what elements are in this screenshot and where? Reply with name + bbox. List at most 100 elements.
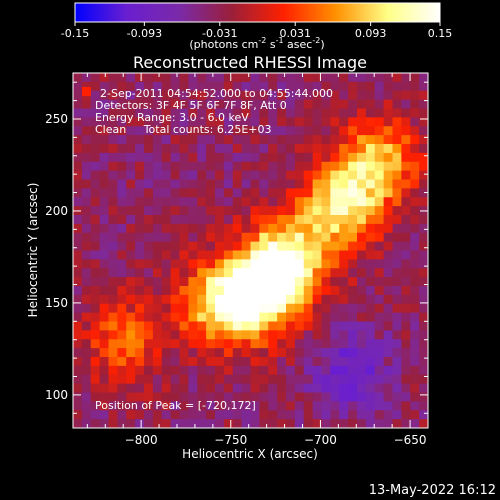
heatmap-cell <box>277 374 287 385</box>
heatmap-cell <box>294 161 305 172</box>
heatmap-cell <box>303 392 314 402</box>
heatmap-cell <box>250 99 260 110</box>
info-line-clean: Clean Total counts: 6.25E+03 <box>95 123 272 136</box>
heatmap-cell <box>135 152 145 163</box>
heatmap-cell <box>374 419 385 428</box>
heatmap-cell <box>126 170 136 181</box>
heatmap-cell <box>365 339 376 349</box>
heatmap-cell <box>277 321 287 331</box>
heatmap-cell <box>206 223 216 234</box>
heatmap-cell <box>374 170 385 181</box>
heatmap-cell <box>303 108 314 118</box>
heatmap-cell <box>365 188 376 198</box>
heatmap-cell <box>365 259 376 269</box>
heatmap-cell <box>277 126 287 136</box>
heatmap-cell <box>81 410 92 420</box>
heatmap-cell <box>241 268 252 278</box>
heatmap-cell <box>117 135 127 145</box>
heatmap-cell <box>348 348 358 358</box>
heatmap-cell <box>330 108 340 118</box>
heatmap-cell <box>197 81 207 92</box>
heatmap-cell <box>232 259 243 269</box>
heatmap-cell <box>277 330 287 340</box>
heatmap-cell <box>126 259 136 269</box>
heatmap-cell <box>268 321 278 331</box>
heatmap-cell <box>188 232 198 243</box>
heatmap-cell <box>268 152 278 163</box>
heatmap-cell <box>419 321 428 331</box>
heatmap-cell <box>152 374 163 385</box>
heatmap-cell <box>392 410 402 420</box>
heatmap-cell <box>179 330 189 340</box>
heatmap-cell <box>286 179 296 189</box>
heatmap-cell <box>419 152 428 163</box>
heatmap-cell <box>401 206 411 216</box>
heatmap-cell <box>374 321 385 331</box>
heatmap-cell <box>135 303 145 314</box>
heatmap-cell <box>383 179 394 189</box>
heatmap-cell <box>259 277 269 287</box>
heatmap-cell <box>197 179 207 189</box>
heatmap-cell <box>401 170 411 181</box>
heatmap-cell <box>357 410 367 420</box>
heatmap-cell <box>99 170 110 181</box>
heatmap-cell <box>286 410 296 420</box>
heatmap-cell <box>312 277 323 287</box>
heatmap-cell <box>232 99 243 110</box>
heatmap-cell <box>348 241 358 252</box>
heatmap-cell <box>206 286 216 296</box>
heatmap-cell <box>90 303 101 314</box>
heatmap-cell <box>374 286 385 296</box>
heatmap-cell <box>161 90 172 101</box>
heatmap-cell <box>206 374 216 385</box>
heatmap-cell <box>126 374 136 385</box>
heatmap-cell <box>108 401 118 411</box>
heatmap-cell <box>321 357 331 367</box>
heatmap-cell <box>90 161 101 172</box>
heatmap-cell <box>223 73 234 83</box>
heatmap-cell <box>419 330 428 340</box>
heatmap-cell <box>223 348 234 358</box>
heatmap-cell <box>81 374 92 385</box>
heatmap-cell <box>232 241 243 252</box>
heatmap-cell <box>117 357 127 367</box>
heatmap-cell <box>250 321 260 331</box>
heatmap-cell <box>410 303 420 314</box>
heatmap-cell <box>144 330 154 340</box>
heatmap-cell <box>365 99 376 110</box>
heatmap-cell <box>277 365 287 376</box>
heatmap-cell <box>161 232 172 243</box>
heatmap-cell <box>401 339 411 349</box>
heatmap-cell <box>277 197 287 207</box>
heatmap-cell <box>250 330 260 340</box>
heatmap-cell <box>126 365 136 376</box>
heatmap-cell <box>303 135 314 145</box>
heatmap-cell <box>99 197 110 207</box>
heatmap-cell <box>135 259 145 269</box>
heatmap-cell <box>294 410 305 420</box>
heatmap-cell <box>303 117 314 127</box>
heatmap-cell <box>161 401 172 411</box>
heatmap-cell <box>215 241 225 252</box>
heatmap-cell <box>357 374 367 385</box>
heatmap-cell <box>312 268 323 278</box>
heatmap-cell <box>419 268 428 278</box>
heatmap-cell <box>419 241 428 252</box>
heatmap-cell <box>197 321 207 331</box>
heatmap-cell <box>144 374 154 385</box>
heatmap-cell <box>197 419 207 428</box>
heatmap-cell <box>277 215 287 225</box>
heatmap-cell <box>179 277 189 287</box>
heatmap-cell <box>286 401 296 411</box>
heatmap-cell <box>268 312 278 323</box>
heatmap-cell <box>330 303 340 314</box>
heatmap-cell <box>99 268 110 278</box>
heatmap-cell <box>277 135 287 145</box>
heatmap-cell <box>374 259 385 269</box>
heatmap-cell <box>250 277 260 287</box>
heatmap-cell <box>330 90 340 101</box>
heatmap-cell <box>152 73 163 83</box>
heatmap-cell <box>170 223 181 234</box>
heatmap-cell <box>321 374 331 385</box>
heatmap-cell <box>135 117 145 127</box>
